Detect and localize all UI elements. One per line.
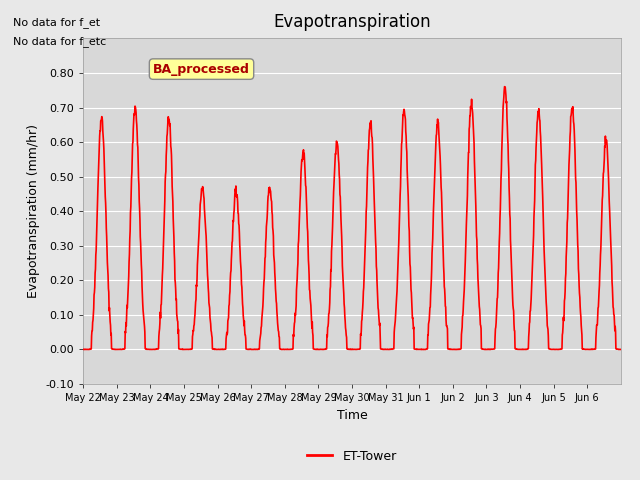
- Text: BA_processed: BA_processed: [153, 62, 250, 75]
- Text: No data for f_etc: No data for f_etc: [13, 36, 106, 47]
- Title: Evapotranspiration: Evapotranspiration: [273, 13, 431, 31]
- X-axis label: Time: Time: [337, 408, 367, 421]
- Legend: ET-Tower: ET-Tower: [302, 444, 402, 468]
- Text: No data for f_et: No data for f_et: [13, 17, 100, 28]
- Y-axis label: Evapotranspiration (mm/hr): Evapotranspiration (mm/hr): [27, 124, 40, 298]
